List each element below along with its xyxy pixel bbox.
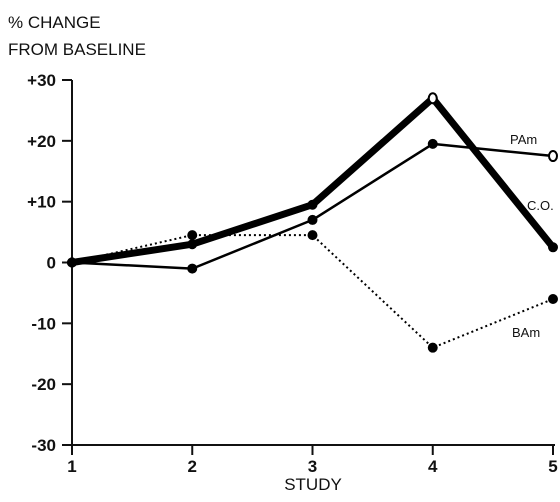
x-ticks: 1 2 3 4 5 <box>67 445 558 476</box>
y-tick-label: -20 <box>31 375 56 394</box>
points-group <box>67 92 558 353</box>
data-point-pam <box>548 150 558 163</box>
data-point-co <box>187 239 198 250</box>
data-point-pam <box>187 263 198 274</box>
y-axis-title-line-1: % CHANGE <box>8 13 101 32</box>
y-tick-label: 0 <box>47 254 56 273</box>
data-point-pam <box>307 214 318 225</box>
x-axis-title: STUDY <box>284 475 342 494</box>
data-point-bam <box>548 294 558 304</box>
y-tick-label: -10 <box>31 314 56 333</box>
y-ticks: +30 +20 +10 0 -10 -20 -30 <box>27 71 72 455</box>
y-tick-label: +20 <box>27 132 56 151</box>
x-tick-label: 5 <box>548 457 557 476</box>
series-label-pam: PAm <box>510 132 537 147</box>
data-point-bam <box>67 257 77 268</box>
y-tick-label: +10 <box>27 193 56 212</box>
x-tick-label: 3 <box>308 457 317 476</box>
data-point-co <box>307 199 318 210</box>
x-tick-label: 2 <box>188 457 197 476</box>
series-label-bam: BAm <box>512 325 540 340</box>
data-point-bam <box>427 342 438 353</box>
data-point-pam <box>427 138 438 149</box>
y-axis-title-line-2: FROM BASELINE <box>8 40 146 59</box>
y-tick-label: +30 <box>27 71 56 90</box>
data-point-bam <box>187 230 198 241</box>
series-line-bam <box>71 234 554 349</box>
series-label-co: C.O. <box>527 198 554 213</box>
data-point-co <box>548 242 558 253</box>
y-tick-label: -30 <box>31 436 56 455</box>
data-point-co-peak <box>427 92 438 105</box>
x-tick-label: 4 <box>428 457 438 476</box>
x-tick-label: 1 <box>67 457 76 476</box>
data-point-bam <box>307 230 318 241</box>
